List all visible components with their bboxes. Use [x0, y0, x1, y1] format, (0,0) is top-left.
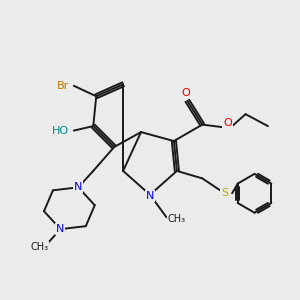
Text: S: S [221, 188, 228, 198]
Text: N: N [146, 191, 154, 201]
Text: O: O [223, 118, 232, 128]
Text: HO: HO [52, 126, 69, 136]
Text: CH₃: CH₃ [168, 214, 186, 224]
Text: CH₃: CH₃ [31, 242, 49, 252]
Text: N: N [56, 224, 64, 234]
Text: N: N [74, 182, 82, 192]
Text: O: O [182, 88, 190, 98]
Text: Br: Br [57, 81, 70, 91]
